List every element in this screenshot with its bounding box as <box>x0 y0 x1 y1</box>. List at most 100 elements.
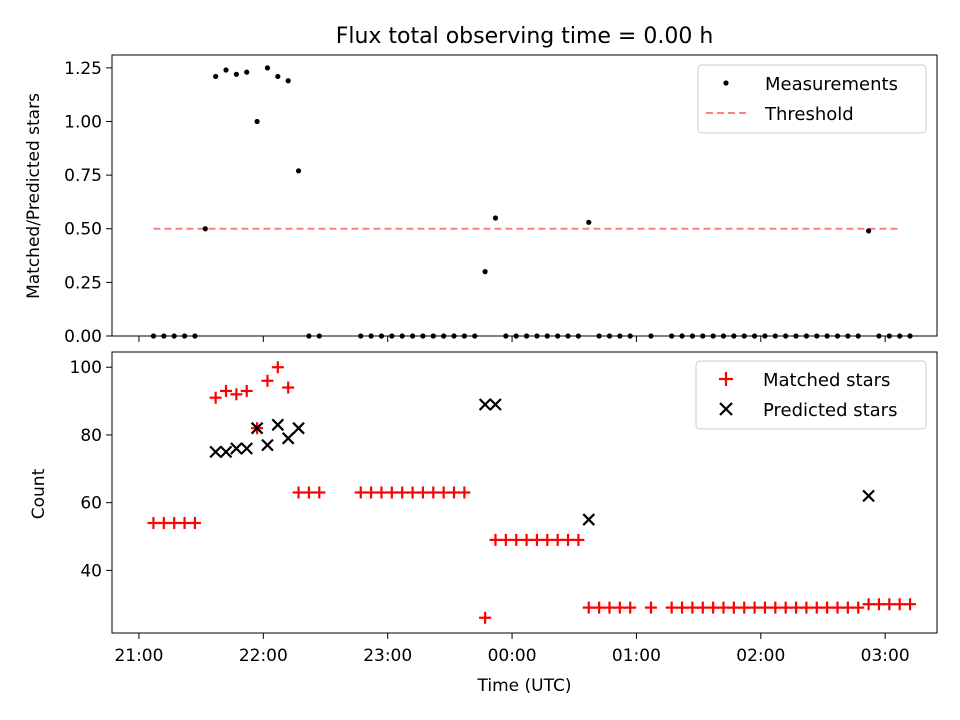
matched-star-point <box>644 601 657 614</box>
matched-star-point <box>613 601 626 614</box>
predicted-star-point <box>261 438 274 452</box>
matched-star-point <box>448 486 461 499</box>
y-tick-label: 100 <box>70 358 102 378</box>
matched-star-point <box>313 486 326 499</box>
matched-star-point <box>240 384 253 397</box>
matched-star-point <box>479 611 492 624</box>
matched-star-point <box>261 374 274 387</box>
matched-star-point <box>603 601 616 614</box>
top-legend-box <box>697 64 927 134</box>
measurement-point <box>295 168 302 174</box>
matched-star-point <box>271 361 284 374</box>
matched-star-point <box>841 601 854 614</box>
matched-star-point <box>758 601 771 614</box>
matched-star-point <box>302 486 315 499</box>
matched-star-point <box>707 601 720 614</box>
matched-star-point <box>593 601 606 614</box>
matched-star-point <box>831 601 844 614</box>
x-axis-label: Time (UTC) <box>477 676 572 696</box>
predicted-star-point <box>230 442 243 455</box>
x-tick-label: 00:00 <box>488 646 537 666</box>
y-tick-label: 1.25 <box>64 59 102 79</box>
matched-star-point <box>510 533 523 546</box>
x-tick-label: 22:00 <box>239 646 288 666</box>
matched-star-point <box>520 533 533 546</box>
legend-marker-predicted <box>719 402 733 416</box>
matched-star-point <box>406 486 419 499</box>
matched-star-point <box>230 388 243 401</box>
measurement-point <box>865 228 872 234</box>
predicted-star-point <box>489 398 502 411</box>
bottom-axes-frame <box>111 351 938 634</box>
matched-star-point <box>800 601 813 614</box>
matched-star-point <box>696 601 709 614</box>
matched-star-point <box>717 601 730 614</box>
matched-star-point <box>810 601 823 614</box>
matched-star-point <box>209 391 222 404</box>
matched-star-point <box>769 601 782 614</box>
matched-star-point <box>562 533 575 546</box>
count-points <box>147 361 917 624</box>
measurement-point <box>254 118 260 125</box>
matched-star-point <box>178 516 191 529</box>
predicted-star-point <box>292 421 305 435</box>
y-tick-label: 1.00 <box>64 112 102 132</box>
matched-star-point <box>551 533 564 546</box>
matched-star-point <box>541 533 554 546</box>
matched-star-point <box>292 486 305 499</box>
matched-star-point <box>821 601 834 614</box>
matched-star-point <box>582 601 595 614</box>
matched-star-point <box>375 486 388 499</box>
measurement-point <box>213 73 219 80</box>
legend-label-threshold: Threshold <box>764 104 854 125</box>
top-y-ticks: 0.00 0.25 0.50 0.75 1.00 1.25 <box>64 59 112 347</box>
matched-star-point <box>893 598 906 611</box>
matched-star-point <box>779 601 792 614</box>
measurement-point <box>202 226 208 232</box>
predicted-star-point <box>219 445 233 459</box>
bottom-legend: Matched stars Predicted stars <box>695 360 927 430</box>
legend-marker-measurements <box>723 80 729 86</box>
bottom-panel: 40 60 80 100 21:00 22:00 23:00 00:00 01:00 02:00… <box>29 351 938 696</box>
matched-star-point <box>188 516 201 529</box>
matched-star-point <box>168 516 181 529</box>
matched-star-point <box>157 516 170 529</box>
predicted-star-point <box>862 489 875 503</box>
matched-star-point <box>489 533 502 546</box>
x-tick-label: 02:00 <box>736 646 785 666</box>
legend-label-matched: Matched stars <box>763 370 890 391</box>
x-tick-label: 21:00 <box>114 646 163 666</box>
matched-star-point <box>852 601 865 614</box>
predicted-star-point <box>281 432 295 445</box>
matched-star-point <box>530 533 543 546</box>
y-tick-label: 0.25 <box>64 273 102 293</box>
legend-marker-matched <box>719 372 733 386</box>
predicted-star-point <box>582 513 596 526</box>
measurement-point <box>264 65 271 71</box>
x-tick-label: 01:00 <box>612 646 661 666</box>
matched-star-point <box>427 486 440 499</box>
legend-label-measurements: Measurements <box>765 74 898 95</box>
measurement-point <box>482 269 488 275</box>
matched-star-point <box>416 486 429 499</box>
matched-star-point <box>147 516 160 529</box>
matched-star-point <box>499 533 512 546</box>
predicted-star-point <box>271 418 285 432</box>
bottom-y-ticks: 40 60 80 100 <box>70 358 112 581</box>
legend-label-predicted: Predicted stars <box>763 400 897 421</box>
matched-star-point <box>862 598 875 611</box>
top-y-axis-label: Matched/Predicted stars <box>24 93 44 299</box>
measurement-point <box>244 69 250 75</box>
measurement-point <box>275 73 281 80</box>
x-tick-label: 23:00 <box>363 646 412 666</box>
y-tick-label: 0.50 <box>64 220 102 240</box>
matched-star-point <box>624 601 637 614</box>
x-tick-label: 03:00 <box>861 646 910 666</box>
top-panel: 0.00 0.25 0.50 0.75 1.00 1.25 Matched/Predict… <box>24 54 938 347</box>
y-tick-label: 60 <box>80 494 102 514</box>
matched-star-point <box>572 533 585 546</box>
bottom-x-ticks: 21:00 22:00 23:00 00:00 01:00 02:00 03:00 <box>114 633 910 666</box>
matched-star-point <box>396 486 409 499</box>
top-x-ticks <box>138 336 886 342</box>
